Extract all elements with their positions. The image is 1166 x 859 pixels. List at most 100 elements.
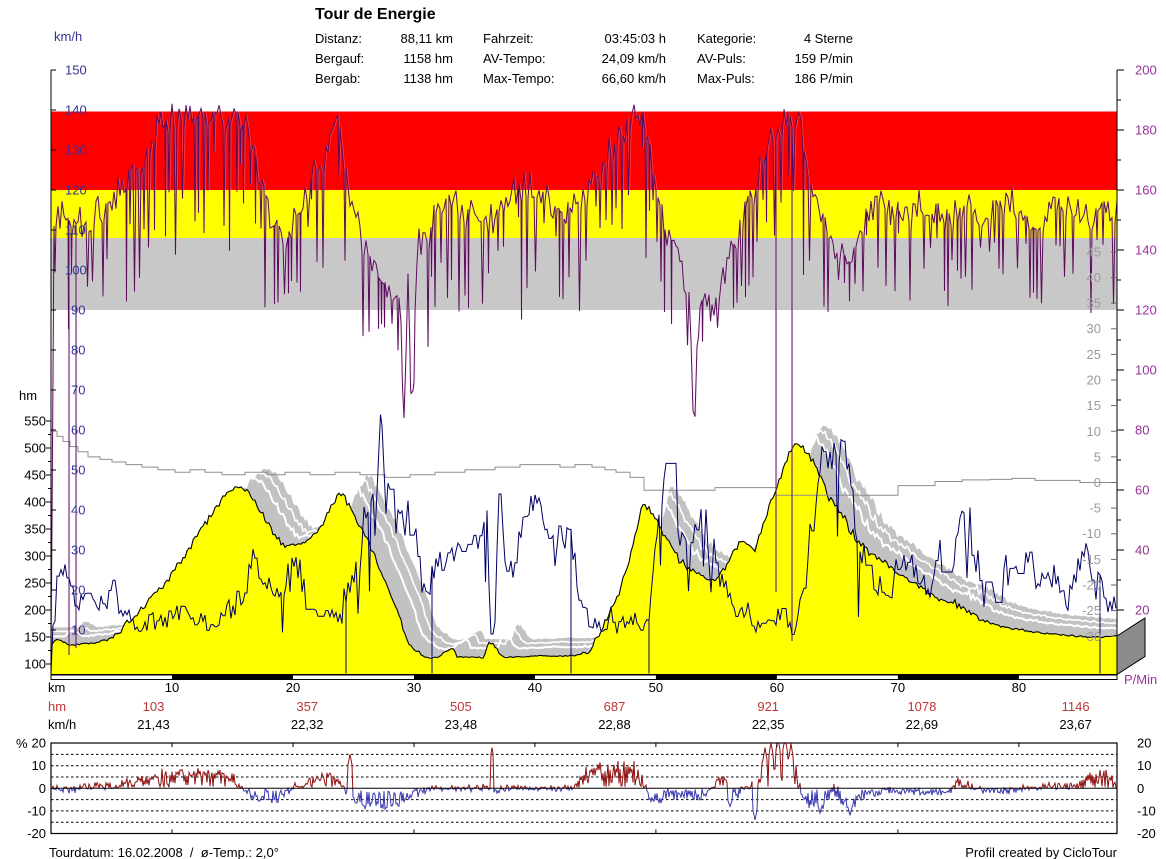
svg-text:km: km: [48, 680, 65, 695]
svg-text:180: 180: [1135, 123, 1157, 138]
svg-text:120: 120: [65, 183, 87, 198]
svg-text:350: 350: [24, 522, 46, 537]
svg-text:-10: -10: [1137, 803, 1156, 818]
svg-text:30: 30: [71, 543, 85, 558]
svg-text:60: 60: [770, 680, 784, 695]
svg-text:10: 10: [1087, 424, 1101, 439]
svg-text:-5: -5: [1089, 501, 1101, 516]
svg-text:Max-Tempo:: Max-Tempo:: [483, 71, 555, 86]
svg-text:120: 120: [1135, 303, 1157, 318]
svg-text:Fahrzeit:: Fahrzeit:: [483, 31, 534, 46]
svg-text:1146: 1146: [1062, 699, 1090, 714]
svg-text:4 Sterne: 4 Sterne: [804, 31, 853, 46]
svg-text:P/Min: P/Min: [1124, 672, 1157, 687]
svg-text:35: 35: [1087, 296, 1101, 311]
svg-text:24,09 km/h: 24,09 km/h: [602, 51, 666, 66]
svg-text:130: 130: [65, 143, 87, 158]
svg-text:10: 10: [32, 758, 46, 773]
svg-text:140: 140: [65, 103, 87, 118]
svg-text:20: 20: [32, 736, 46, 751]
svg-text:1138 hm: 1138 hm: [403, 71, 453, 86]
svg-text:22,35: 22,35: [752, 717, 785, 732]
svg-text:110: 110: [65, 223, 86, 238]
svg-text:30: 30: [407, 680, 421, 695]
svg-text:-20: -20: [1137, 826, 1156, 841]
svg-text:1158 hm: 1158 hm: [403, 51, 453, 66]
svg-text:22,88: 22,88: [598, 717, 631, 732]
svg-text:400: 400: [24, 495, 46, 510]
svg-text:90: 90: [71, 303, 85, 318]
svg-text:Tourdatum: 16.02.2008 / ø-Te: Tourdatum: 16.02.2008 / ø-Temp.: 2,0°: [49, 845, 279, 859]
svg-text:23,48: 23,48: [445, 717, 478, 732]
svg-text:10: 10: [71, 623, 85, 638]
svg-text:25: 25: [1087, 347, 1101, 362]
svg-text:160: 160: [1135, 183, 1157, 198]
svg-text:505: 505: [450, 699, 472, 714]
svg-text:60: 60: [71, 423, 85, 438]
svg-text:45: 45: [1087, 244, 1101, 259]
svg-text:80: 80: [1012, 680, 1026, 695]
svg-text:30: 30: [1087, 321, 1101, 336]
svg-text:50: 50: [649, 680, 663, 695]
svg-text:-30: -30: [1082, 629, 1101, 644]
svg-text:687: 687: [604, 699, 626, 714]
svg-text:Kategorie:: Kategorie:: [697, 31, 756, 46]
svg-text:-10: -10: [1082, 526, 1101, 541]
svg-text:Profil created by CicloTour: Profil created by CicloTour: [965, 845, 1117, 859]
svg-text:22,32: 22,32: [291, 717, 324, 732]
svg-text:100: 100: [65, 263, 87, 278]
svg-text:23,67: 23,67: [1059, 717, 1092, 732]
svg-text:0: 0: [39, 781, 46, 796]
svg-text:10: 10: [1137, 758, 1151, 773]
svg-text:Max-Puls:: Max-Puls:: [697, 71, 755, 86]
svg-text:10: 10: [165, 680, 179, 695]
svg-text:40: 40: [1135, 543, 1149, 558]
svg-text:20: 20: [1137, 736, 1151, 751]
svg-text:357: 357: [296, 699, 318, 714]
svg-text:186 P/min: 186 P/min: [794, 71, 853, 86]
svg-text:0: 0: [1137, 781, 1144, 796]
svg-text:70: 70: [71, 383, 85, 398]
svg-text:AV-Tempo:: AV-Tempo:: [483, 51, 546, 66]
svg-text:1078: 1078: [907, 699, 936, 714]
svg-text:hm: hm: [48, 699, 66, 714]
svg-text:88,11 km: 88,11 km: [400, 31, 453, 46]
svg-text:80: 80: [71, 343, 85, 358]
svg-text:100: 100: [24, 657, 46, 672]
svg-text:200: 200: [24, 603, 46, 618]
svg-text:AV-Puls:: AV-Puls:: [697, 51, 746, 66]
svg-text:140: 140: [1135, 243, 1157, 258]
svg-text:70: 70: [891, 680, 905, 695]
svg-text:0: 0: [1094, 475, 1101, 490]
svg-text:km/h: km/h: [54, 29, 82, 44]
svg-text:200: 200: [1135, 63, 1157, 78]
svg-text:921: 921: [757, 699, 779, 714]
svg-text:40: 40: [528, 680, 542, 695]
svg-text:250: 250: [24, 576, 46, 591]
svg-text:21,43: 21,43: [137, 717, 170, 732]
svg-text:-10: -10: [27, 803, 46, 818]
svg-text:20: 20: [286, 680, 300, 695]
svg-text:20: 20: [1135, 603, 1149, 618]
svg-text:03:45:03 h: 03:45:03 h: [605, 31, 666, 46]
svg-text:20: 20: [1087, 373, 1101, 388]
svg-text:km/h: km/h: [48, 717, 76, 732]
svg-text:450: 450: [24, 468, 46, 483]
svg-text:Bergauf:: Bergauf:: [315, 51, 364, 66]
svg-text:%: %: [16, 736, 28, 751]
svg-text:-25: -25: [1082, 603, 1101, 618]
svg-text:-20: -20: [1082, 578, 1101, 593]
svg-text:100: 100: [1135, 363, 1157, 378]
svg-text:40: 40: [71, 503, 85, 518]
svg-text:22,69: 22,69: [906, 717, 939, 732]
svg-text:66,60 km/h: 66,60 km/h: [602, 71, 666, 86]
svg-text:-15: -15: [1082, 552, 1101, 567]
svg-text:150: 150: [24, 630, 46, 645]
svg-text:-20: -20: [27, 826, 46, 841]
svg-text:550: 550: [24, 414, 46, 429]
svg-text:80: 80: [1135, 423, 1149, 438]
svg-text:20: 20: [71, 583, 85, 598]
svg-text:60: 60: [1135, 483, 1149, 498]
svg-text:5: 5: [1094, 449, 1101, 464]
svg-text:15: 15: [1087, 398, 1101, 413]
